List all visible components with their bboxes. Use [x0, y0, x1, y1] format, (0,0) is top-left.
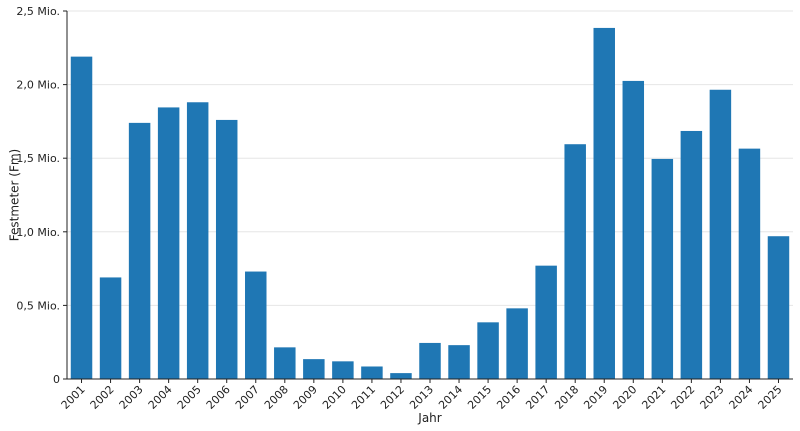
x-tick-label: 2015 — [465, 383, 494, 412]
x-tick-label: 2008 — [262, 383, 291, 412]
x-tick-label: 2001 — [59, 383, 88, 412]
bar-2003 — [128, 122, 151, 379]
x-tick-label: 2017 — [523, 383, 552, 412]
x-tick-label: 2014 — [436, 383, 465, 412]
bars — [70, 27, 790, 380]
bar-2015 — [477, 322, 499, 379]
bar-2024 — [738, 148, 761, 379]
y-axis-title: Festmeter (Fm) — [8, 149, 22, 241]
y-tick-label: 0 — [53, 373, 60, 386]
bar-2022 — [680, 130, 703, 379]
x-tick-label: 2002 — [88, 383, 117, 412]
x-tick-label: 2021 — [639, 383, 668, 412]
bar-2016 — [506, 308, 528, 379]
x-ticks: 2001 2002 2003 2004 2005 2006 2007 2008 2009 2010… — [59, 379, 785, 412]
x-tick-label: 2006 — [204, 383, 233, 412]
bar-2009 — [303, 359, 325, 379]
bar-2021 — [651, 158, 674, 379]
bar-2012 — [390, 373, 412, 379]
bar-2007 — [245, 271, 267, 379]
y-ticks: 0 0,5 Mio. 1,0 Mio. 1,5 Mio. 2,0 Mio. 2,5 Mio… — [16, 5, 67, 386]
x-axis-title: Jahr — [417, 411, 441, 425]
bar-2006 — [215, 119, 238, 379]
x-tick-label: 2025 — [756, 383, 785, 412]
bar-2023 — [709, 89, 732, 379]
bar-2019 — [593, 27, 615, 379]
bar-2005 — [186, 102, 209, 379]
bar-2018 — [564, 144, 586, 379]
bar-2014 — [448, 345, 470, 379]
bar-2004 — [157, 107, 180, 379]
x-tick-label: 2013 — [407, 383, 436, 412]
x-tick-label: 2012 — [378, 383, 407, 412]
bar-2002 — [99, 277, 122, 379]
bar-2011 — [361, 366, 383, 379]
x-tick-label: 2018 — [552, 383, 581, 412]
y-tick-label: 1,5 Mio. — [16, 152, 60, 165]
x-tick-label: 2004 — [146, 383, 175, 412]
y-tick-label: 2,5 Mio. — [16, 5, 60, 18]
bar-2020 — [622, 80, 645, 380]
bar-2025 — [767, 236, 790, 379]
y-tick-label: 1,0 Mio. — [16, 226, 60, 239]
x-tick-label: 2003 — [117, 383, 146, 412]
bar-2010 — [332, 361, 354, 379]
y-tick-label: 0,5 Mio. — [16, 299, 60, 312]
x-tick-label: 2023 — [698, 383, 727, 412]
bar-2001 — [70, 56, 93, 380]
x-tick-label: 2016 — [494, 383, 523, 412]
x-tick-label: 2019 — [581, 383, 610, 412]
x-tick-label: 2005 — [175, 383, 204, 412]
x-tick-label: 2022 — [668, 383, 697, 412]
bar-2017 — [535, 265, 557, 379]
x-tick-label: 2020 — [610, 383, 639, 412]
y-tick-label: 2,0 Mio. — [16, 79, 60, 92]
x-tick-label: 2010 — [320, 383, 349, 412]
bar-2013 — [419, 342, 441, 379]
x-tick-label: 2009 — [291, 383, 320, 412]
x-tick-label: 2007 — [233, 383, 262, 412]
x-tick-label: 2024 — [727, 383, 756, 412]
bar-2008 — [274, 347, 296, 379]
x-tick-label: 2011 — [349, 383, 378, 412]
